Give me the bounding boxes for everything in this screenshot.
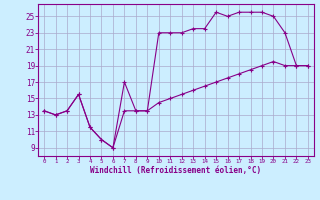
X-axis label: Windchill (Refroidissement éolien,°C): Windchill (Refroidissement éolien,°C): [91, 166, 261, 175]
